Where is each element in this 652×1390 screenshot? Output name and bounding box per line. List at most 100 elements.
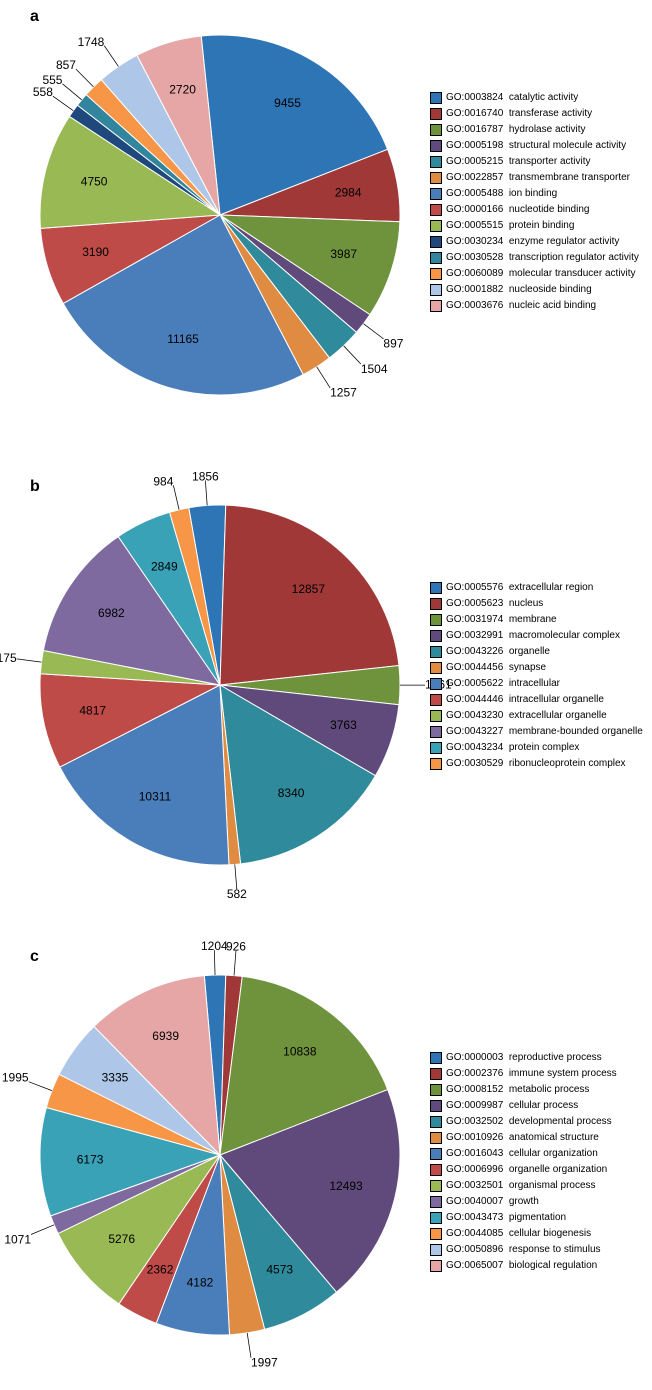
- legend-swatch: [430, 1228, 442, 1240]
- legend-swatch: [430, 758, 442, 770]
- legend-text: GO:0043473 pigmentation: [446, 1210, 566, 1226]
- slice-value-label: 2984: [335, 185, 362, 199]
- legend-swatch: [430, 236, 442, 248]
- legend-item: GO:0000166 nucleotide binding: [430, 202, 639, 218]
- legend-item: GO:0065007 biological regulation: [430, 1258, 617, 1274]
- legend-item: GO:0030529 ribonucleoprotein complex: [430, 756, 643, 772]
- legend-text: GO:0030529 ribonucleoprotein complex: [446, 756, 626, 772]
- legend-text: GO:0006996 organelle organization: [446, 1162, 607, 1178]
- callout-line: [205, 481, 207, 506]
- legend-swatch: [430, 598, 442, 610]
- slice-value-label: 1257: [330, 386, 357, 400]
- legend-text: GO:0065007 biological regulation: [446, 1258, 597, 1274]
- legend-item: GO:0005198 structural molecule activity: [430, 138, 639, 154]
- slice-value-label: 9455: [274, 96, 301, 110]
- slice-value-label: 2720: [169, 83, 196, 97]
- legend-item: GO:0016043 cellular organization: [430, 1146, 617, 1162]
- slice-value-label: 3335: [102, 1071, 129, 1085]
- callout-line: [31, 1225, 54, 1235]
- callout-line: [363, 324, 383, 339]
- legend-text: GO:0043226 organelle: [446, 644, 550, 660]
- slice-value-label: 1748: [78, 35, 105, 49]
- legend-text: GO:0008152 metabolic process: [446, 1082, 589, 1098]
- slice-value-label: 3763: [330, 718, 357, 732]
- slice-value-label: 3987: [330, 247, 357, 261]
- legend-swatch: [430, 1052, 442, 1064]
- slice-value-label: 555: [42, 73, 62, 87]
- slice-value-label: 984: [153, 474, 173, 488]
- slice-value-label: 1997: [251, 1355, 278, 1369]
- callout-line: [62, 84, 81, 100]
- legend-item: GO:0005576 extracellular region: [430, 580, 643, 596]
- legend-swatch: [430, 268, 442, 280]
- slice-value-label: 926: [226, 940, 246, 954]
- legend-text: GO:0000166 nucleotide binding: [446, 202, 589, 218]
- slice-value-label: 4182: [187, 1276, 214, 1290]
- legend-swatch: [430, 694, 442, 706]
- legend-swatch: [430, 710, 442, 722]
- legend-item: GO:0031974 membrane: [430, 612, 643, 628]
- callout-line: [317, 367, 330, 388]
- legend-swatch: [430, 252, 442, 264]
- legend-item: GO:0043230 extracellular organelle: [430, 708, 643, 724]
- legend-text: GO:0005488 ion binding: [446, 186, 557, 202]
- slice-value-label: 1856: [192, 470, 219, 484]
- legend-item: GO:0000003 reproductive process: [430, 1050, 617, 1066]
- legend-c: GO:0000003 reproductive processGO:000237…: [430, 1050, 617, 1274]
- legend-item: GO:0050896 response to stimulus: [430, 1242, 617, 1258]
- legend-item: GO:0010926 anatomical structure: [430, 1130, 617, 1146]
- callout-line: [344, 346, 361, 364]
- slice-value-label: 12493: [329, 1179, 363, 1193]
- pie-chart-a: 9455298439878971504125711165319047505585…: [0, 0, 460, 455]
- legend-text: GO:0001882 nucleoside binding: [446, 282, 592, 298]
- legend-text: GO:0016043 cellular organization: [446, 1146, 598, 1162]
- callout-line: [234, 951, 236, 976]
- legend-item: GO:0032502 developmental process: [430, 1114, 617, 1130]
- slice-value-label: 6939: [152, 1029, 179, 1043]
- legend-text: GO:0050896 response to stimulus: [446, 1242, 601, 1258]
- legend-item: GO:0040007 growth: [430, 1194, 617, 1210]
- legend-text: GO:0030234 enzyme regulator activity: [446, 234, 619, 250]
- legend-item: GO:0043227 membrane-bounded organelle: [430, 724, 643, 740]
- legend-text: GO:0010926 anatomical structure: [446, 1130, 599, 1146]
- legend-text: GO:0044446 intracellular organelle: [446, 692, 604, 708]
- legend-swatch: [430, 1164, 442, 1176]
- slice-value-label: 4750: [81, 175, 108, 189]
- legend-swatch: [430, 172, 442, 184]
- legend-swatch: [430, 1116, 442, 1128]
- legend-swatch: [430, 300, 442, 312]
- legend-text: GO:0032502 developmental process: [446, 1114, 612, 1130]
- slice-value-label: 1995: [2, 1071, 29, 1085]
- legend-item: GO:0005215 transporter activity: [430, 154, 639, 170]
- callout-line: [214, 950, 215, 975]
- legend-swatch: [430, 742, 442, 754]
- legend-swatch: [430, 1148, 442, 1160]
- legend-swatch: [430, 614, 442, 626]
- legend-text: GO:0016787 hydrolase activity: [446, 122, 586, 138]
- legend-item: GO:0043234 protein complex: [430, 740, 643, 756]
- callout-line: [104, 46, 118, 67]
- legend-item: GO:0043473 pigmentation: [430, 1210, 617, 1226]
- legend-item: GO:0003824 catalytic activity: [430, 90, 639, 106]
- legend-swatch: [430, 646, 442, 658]
- slice-value-label: 558: [33, 85, 53, 99]
- slice-value-label: 10311: [139, 790, 172, 804]
- legend-swatch: [430, 726, 442, 738]
- callout-line: [29, 1082, 52, 1091]
- legend-item: GO:0022857 transmembrane transporter: [430, 170, 639, 186]
- slice-value-label: 4573: [266, 1263, 293, 1277]
- callout-line: [17, 659, 42, 662]
- legend-swatch: [430, 662, 442, 674]
- legend-swatch: [430, 220, 442, 232]
- legend-item: GO:0008152 metabolic process: [430, 1082, 617, 1098]
- legend-item: GO:0030528 transcription regulator activ…: [430, 250, 639, 266]
- legend-text: GO:0000003 reproductive process: [446, 1050, 602, 1066]
- legend-text: GO:0005622 intracellular: [446, 676, 560, 692]
- legend-item: GO:0009987 cellular process: [430, 1098, 617, 1114]
- slice-value-label: 5276: [108, 1232, 135, 1246]
- slice-value-label: 582: [227, 887, 247, 901]
- legend-swatch: [430, 582, 442, 594]
- legend-text: GO:0043230 extracellular organelle: [446, 708, 607, 724]
- legend-item: GO:0016787 hydrolase activity: [430, 122, 639, 138]
- slice-value-label: 1071: [4, 1232, 31, 1246]
